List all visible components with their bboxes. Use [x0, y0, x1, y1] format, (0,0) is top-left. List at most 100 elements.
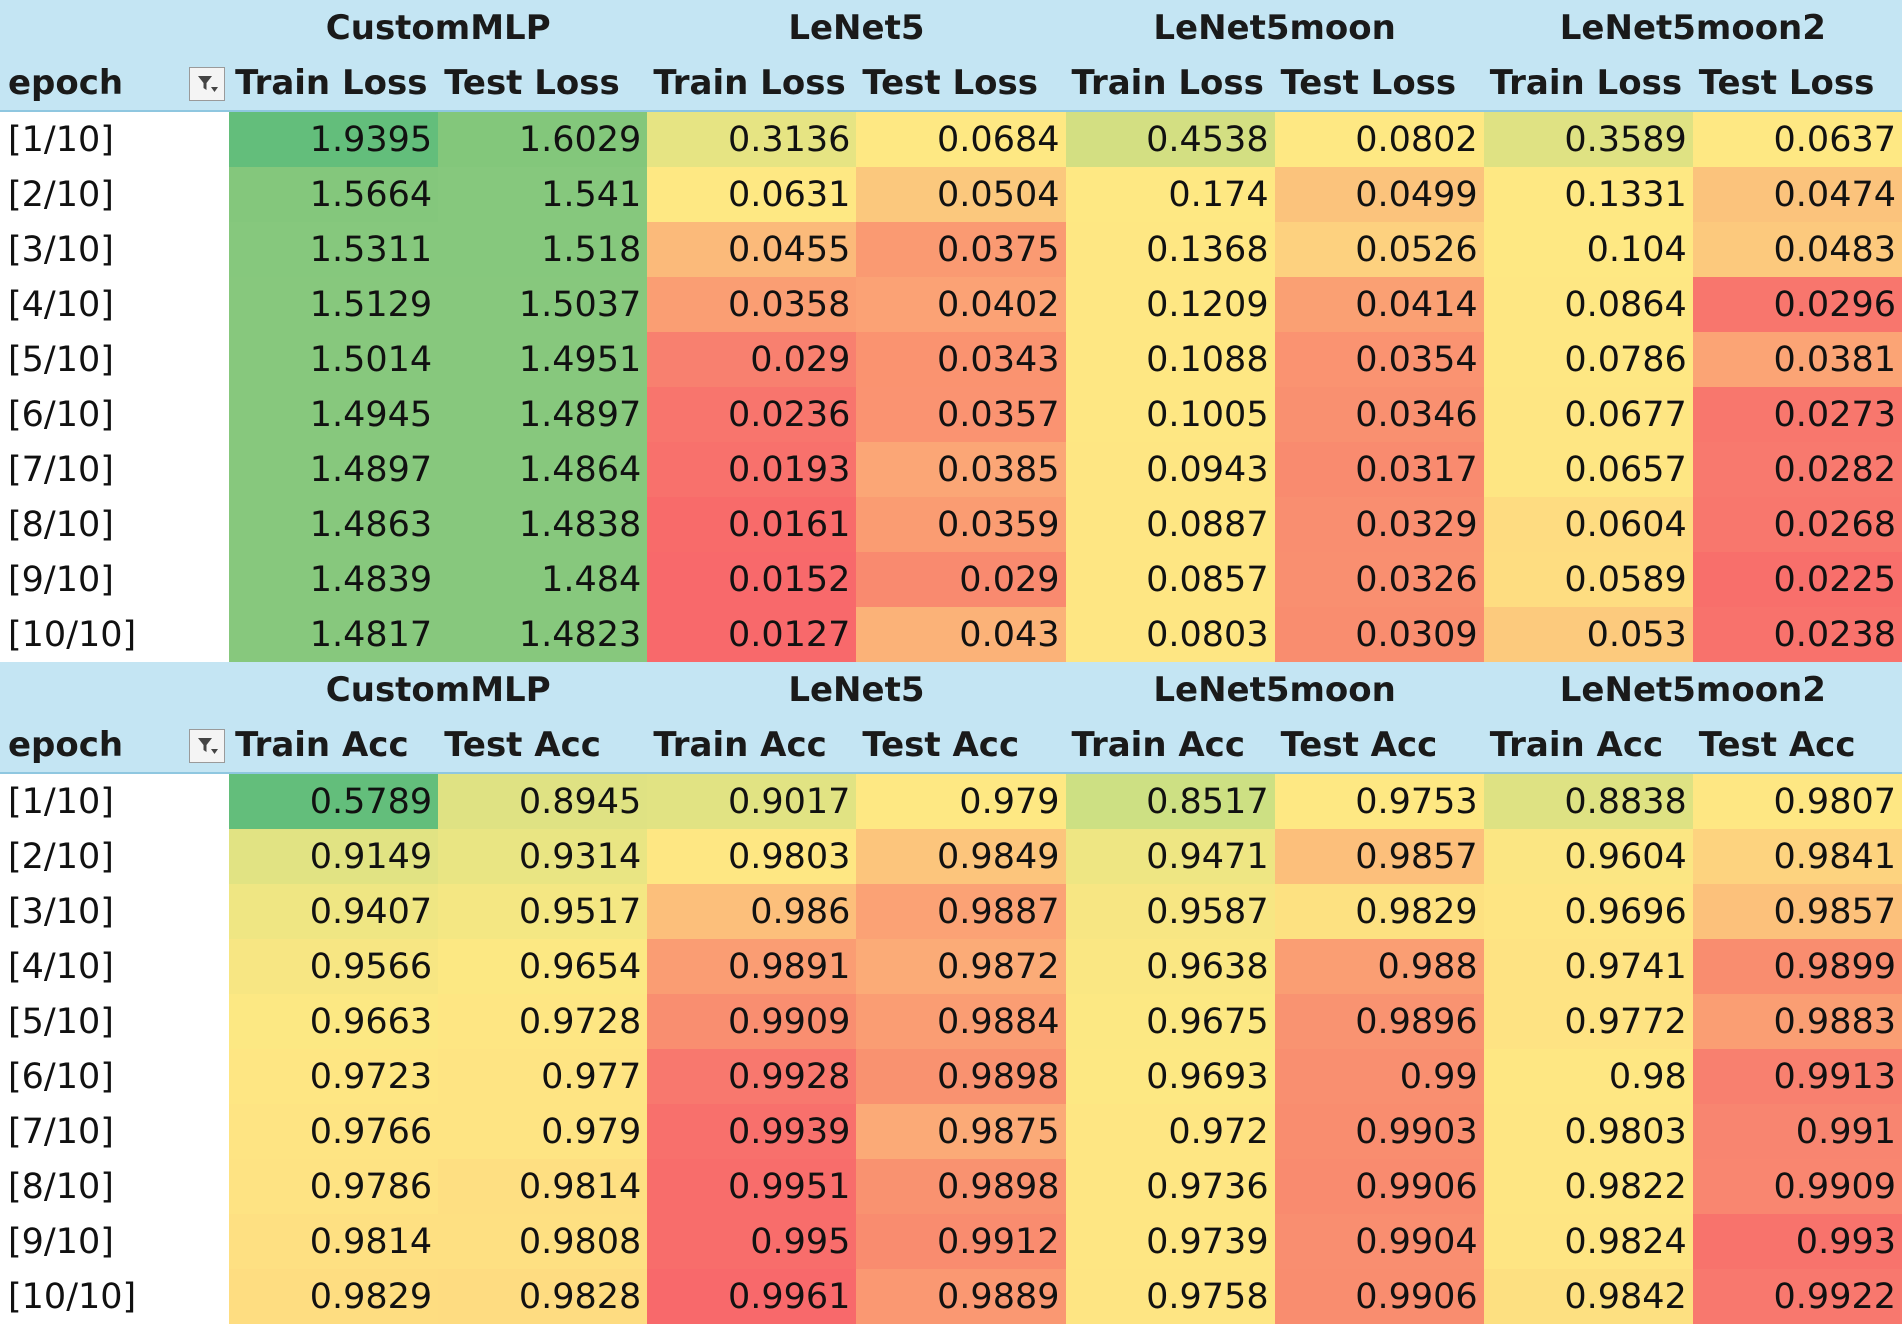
- value-cell[interactable]: 0.0657: [1483, 442, 1693, 497]
- value-cell[interactable]: 0.9906: [1274, 1269, 1484, 1324]
- value-cell[interactable]: 0.0282: [1692, 442, 1902, 497]
- value-cell[interactable]: 0.9407: [229, 884, 439, 939]
- column-header[interactable]: Test Acc: [1274, 717, 1484, 774]
- model-header[interactable]: LeNet5moon2: [1483, 662, 1902, 717]
- value-cell[interactable]: 0.9807: [1692, 773, 1902, 829]
- value-cell[interactable]: 0.9891: [647, 939, 857, 994]
- value-cell[interactable]: 1.4897: [438, 387, 648, 442]
- value-cell[interactable]: 0.9939: [647, 1104, 857, 1159]
- value-cell[interactable]: 1.518: [438, 222, 648, 277]
- value-cell[interactable]: 0.9663: [229, 994, 439, 1049]
- value-cell[interactable]: 0.9857: [1692, 884, 1902, 939]
- value-cell[interactable]: 1.5664: [229, 167, 439, 222]
- value-cell[interactable]: 0.9913: [1692, 1049, 1902, 1104]
- column-header[interactable]: Train Acc: [647, 717, 857, 774]
- value-cell[interactable]: 0.9842: [1483, 1269, 1693, 1324]
- epoch-filter-button[interactable]: [189, 67, 226, 101]
- value-cell[interactable]: 0.9906: [1274, 1159, 1484, 1214]
- value-cell[interactable]: 0.9857: [1274, 829, 1484, 884]
- epoch-label[interactable]: [1/10]: [0, 773, 230, 829]
- model-header[interactable]: CustomMLP: [229, 0, 648, 55]
- epoch-label[interactable]: [8/10]: [0, 1159, 230, 1214]
- epoch-label[interactable]: [4/10]: [0, 277, 230, 332]
- value-cell[interactable]: 0.9909: [1692, 1159, 1902, 1214]
- value-cell[interactable]: 0.0589: [1483, 552, 1693, 607]
- value-cell[interactable]: 0.0309: [1274, 607, 1484, 662]
- value-cell[interactable]: 0.9912: [856, 1214, 1066, 1269]
- value-cell[interactable]: 0.9741: [1483, 939, 1693, 994]
- value-cell[interactable]: 0.0483: [1692, 222, 1902, 277]
- value-cell[interactable]: 0.0268: [1692, 497, 1902, 552]
- value-cell[interactable]: 0.9766: [229, 1104, 439, 1159]
- value-cell[interactable]: 0.0343: [856, 332, 1066, 387]
- value-cell[interactable]: 0.9887: [856, 884, 1066, 939]
- value-cell[interactable]: 0.993: [1692, 1214, 1902, 1269]
- column-header[interactable]: Test Loss: [856, 55, 1066, 112]
- value-cell[interactable]: 0.9471: [1065, 829, 1275, 884]
- model-header[interactable]: LeNet5: [647, 662, 1066, 717]
- value-cell[interactable]: 0.0238: [1692, 607, 1902, 662]
- value-cell[interactable]: 0.0887: [1065, 497, 1275, 552]
- value-cell[interactable]: 0.9314: [438, 829, 648, 884]
- epoch-label[interactable]: [8/10]: [0, 497, 230, 552]
- value-cell[interactable]: 0.1368: [1065, 222, 1275, 277]
- model-header[interactable]: CustomMLP: [229, 662, 648, 717]
- column-header[interactable]: Train Loss: [1483, 55, 1693, 112]
- value-cell[interactable]: 0.986: [647, 884, 857, 939]
- value-cell[interactable]: 0.0637: [1692, 111, 1902, 167]
- value-cell[interactable]: 0.0152: [647, 552, 857, 607]
- value-cell[interactable]: 0.1005: [1065, 387, 1275, 442]
- value-cell[interactable]: 0.9723: [229, 1049, 439, 1104]
- value-cell[interactable]: 0.9922: [1692, 1269, 1902, 1324]
- value-cell[interactable]: 0.9814: [438, 1159, 648, 1214]
- epoch-label[interactable]: [10/10]: [0, 1269, 230, 1324]
- epoch-label[interactable]: [5/10]: [0, 332, 230, 387]
- value-cell[interactable]: 0.9884: [856, 994, 1066, 1049]
- value-cell[interactable]: 1.4951: [438, 332, 648, 387]
- value-cell[interactable]: 0.98: [1483, 1049, 1693, 1104]
- value-cell[interactable]: 0.0677: [1483, 387, 1693, 442]
- value-cell[interactable]: 0.0329: [1274, 497, 1484, 552]
- model-header[interactable]: LeNet5moon2: [1483, 0, 1902, 55]
- value-cell[interactable]: 0.8838: [1483, 773, 1693, 829]
- value-cell[interactable]: 0.979: [438, 1104, 648, 1159]
- value-cell[interactable]: 1.5014: [229, 332, 439, 387]
- value-cell[interactable]: 0.3589: [1483, 111, 1693, 167]
- value-cell[interactable]: 0.8945: [438, 773, 648, 829]
- value-cell[interactable]: 0.9824: [1483, 1214, 1693, 1269]
- column-header[interactable]: Train Loss: [229, 55, 439, 112]
- value-cell[interactable]: 0.9829: [1274, 884, 1484, 939]
- value-cell[interactable]: 1.4839: [229, 552, 439, 607]
- column-header[interactable]: Test Loss: [438, 55, 648, 112]
- value-cell[interactable]: 0.029: [856, 552, 1066, 607]
- value-cell[interactable]: 0.9638: [1065, 939, 1275, 994]
- epoch-label[interactable]: [2/10]: [0, 829, 230, 884]
- value-cell[interactable]: 0.9872: [856, 939, 1066, 994]
- value-cell[interactable]: 0.9883: [1692, 994, 1902, 1049]
- value-cell[interactable]: 0.9903: [1274, 1104, 1484, 1159]
- value-cell[interactable]: 1.5037: [438, 277, 648, 332]
- value-cell[interactable]: 0.0786: [1483, 332, 1693, 387]
- column-header[interactable]: Train Loss: [1065, 55, 1275, 112]
- epoch-label[interactable]: [5/10]: [0, 994, 230, 1049]
- epoch-label[interactable]: [9/10]: [0, 552, 230, 607]
- value-cell[interactable]: 0.0943: [1065, 442, 1275, 497]
- value-cell[interactable]: 0.053: [1483, 607, 1693, 662]
- value-cell[interactable]: 0.0296: [1692, 277, 1902, 332]
- value-cell[interactable]: 0.991: [1692, 1104, 1902, 1159]
- value-cell[interactable]: 0.9017: [647, 773, 857, 829]
- epoch-label[interactable]: [9/10]: [0, 1214, 230, 1269]
- value-cell[interactable]: 0.9841: [1692, 829, 1902, 884]
- value-cell[interactable]: 0.0273: [1692, 387, 1902, 442]
- value-cell[interactable]: 0.9909: [647, 994, 857, 1049]
- value-cell[interactable]: 0.9753: [1274, 773, 1484, 829]
- value-cell[interactable]: 1.4897: [229, 442, 439, 497]
- value-cell[interactable]: 1.4823: [438, 607, 648, 662]
- value-cell[interactable]: 0.9758: [1065, 1269, 1275, 1324]
- column-header[interactable]: Train Loss: [647, 55, 857, 112]
- value-cell[interactable]: 1.4817: [229, 607, 439, 662]
- value-cell[interactable]: 0.9899: [1692, 939, 1902, 994]
- value-cell[interactable]: 0.0193: [647, 442, 857, 497]
- epoch-filter-button[interactable]: [189, 729, 226, 763]
- epoch-label[interactable]: [1/10]: [0, 111, 230, 167]
